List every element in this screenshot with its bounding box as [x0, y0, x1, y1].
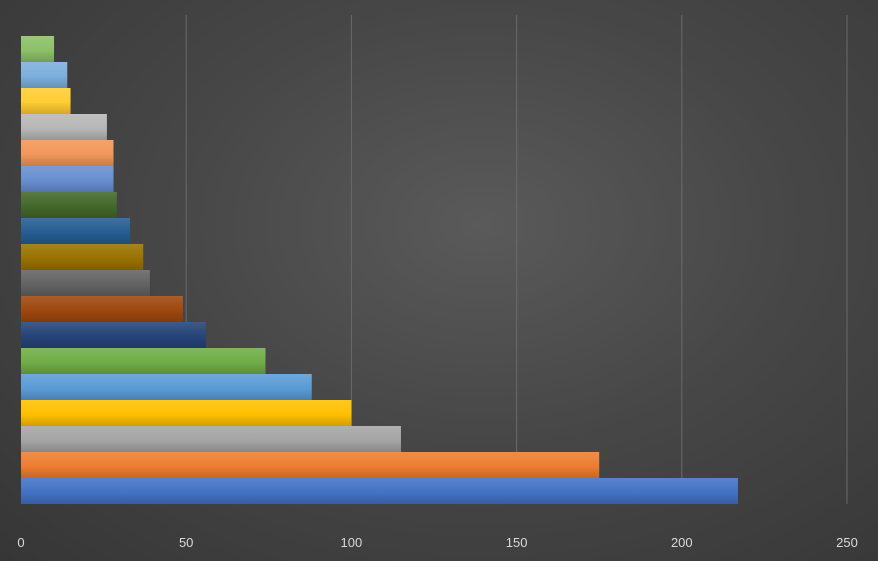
bar-14 — [21, 140, 114, 166]
bar-2 — [21, 452, 600, 478]
x-tick-label: 250 — [836, 535, 858, 550]
x-tick-label: 0 — [17, 535, 24, 550]
bar-12 — [21, 192, 117, 218]
bar-6 — [21, 348, 266, 374]
bar-10 — [21, 244, 144, 270]
bar-13 — [21, 166, 114, 192]
x-tick-label: 100 — [341, 535, 363, 550]
bar-4 — [21, 400, 352, 426]
bar-18 — [21, 36, 55, 62]
bar-1 — [21, 478, 738, 504]
bar-9 — [21, 270, 150, 296]
bar-5 — [21, 374, 312, 400]
x-axis: 0 50 100 150 200 250 — [17, 535, 857, 550]
x-tick-label: 50 — [179, 535, 193, 550]
bar-16 — [21, 88, 71, 114]
bar-11 — [21, 218, 131, 244]
bar-17 — [21, 62, 68, 88]
bar-8 — [21, 296, 183, 322]
x-tick-label: 200 — [671, 535, 693, 550]
bar-15 — [21, 114, 107, 140]
bars — [21, 36, 738, 504]
bar-3 — [21, 426, 401, 452]
x-tick-label: 150 — [506, 535, 528, 550]
bar-7 — [21, 322, 207, 348]
